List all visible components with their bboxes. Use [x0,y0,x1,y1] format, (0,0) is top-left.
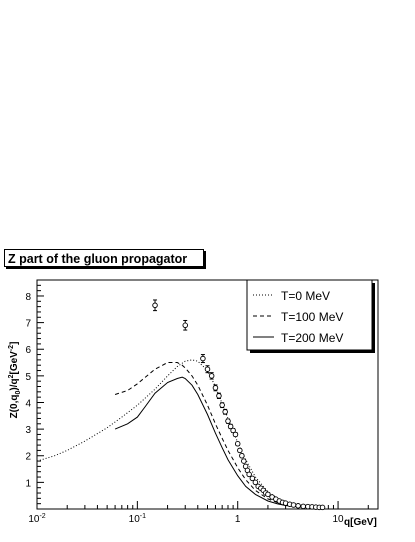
y-tick-label: 4 [25,398,31,409]
data-point [212,385,219,391]
x-tick-label: 10 [333,514,345,525]
legend-box [246,279,373,351]
data-point [295,503,301,509]
data-point [219,402,225,408]
data-point [319,504,326,511]
data-point [230,427,236,434]
data-point [222,409,228,415]
data-point [249,475,256,482]
legend-label: T=0 MeV [281,289,330,303]
data-point [237,447,243,454]
series-dotted-line [36,359,323,508]
data-point [216,393,222,399]
data-point [252,479,259,486]
data-point [208,373,215,379]
y-tick-label: 6 [25,345,31,356]
data-point [182,322,188,329]
data-point [239,452,245,459]
legend-label: T=200 MeV [281,331,343,345]
series-dashed-line [114,362,323,509]
y-tick-label: 7 [25,319,31,330]
x-tick-label: 10-2 [28,513,45,525]
data-point [246,471,252,478]
chart-title: Z part of the gluon propagator [4,249,204,267]
y-tick-label: 1 [25,478,31,489]
x-tick-label: 10-1 [129,513,146,525]
data-point [204,366,211,372]
data-point [241,458,247,464]
y-tick-label: 3 [25,425,31,436]
x-axis-label: q[GeV] [344,517,377,528]
data-point [227,423,234,430]
data-point [200,355,206,362]
data-point [300,503,307,510]
x-tick-label: 1 [235,514,241,525]
y-tick-label: 5 [25,372,31,383]
data-point [225,418,231,424]
data-point [232,431,239,438]
y-tick-label: 2 [25,452,31,463]
data-point [265,491,271,498]
y-axis-label: Z(0,q0)/q2[GeV-2] [8,342,22,419]
y-tick-label: 8 [25,292,31,303]
data-point [152,302,158,309]
legend-label: T=100 MeV [281,310,343,324]
data-point [234,441,241,447]
data-point [290,502,297,508]
